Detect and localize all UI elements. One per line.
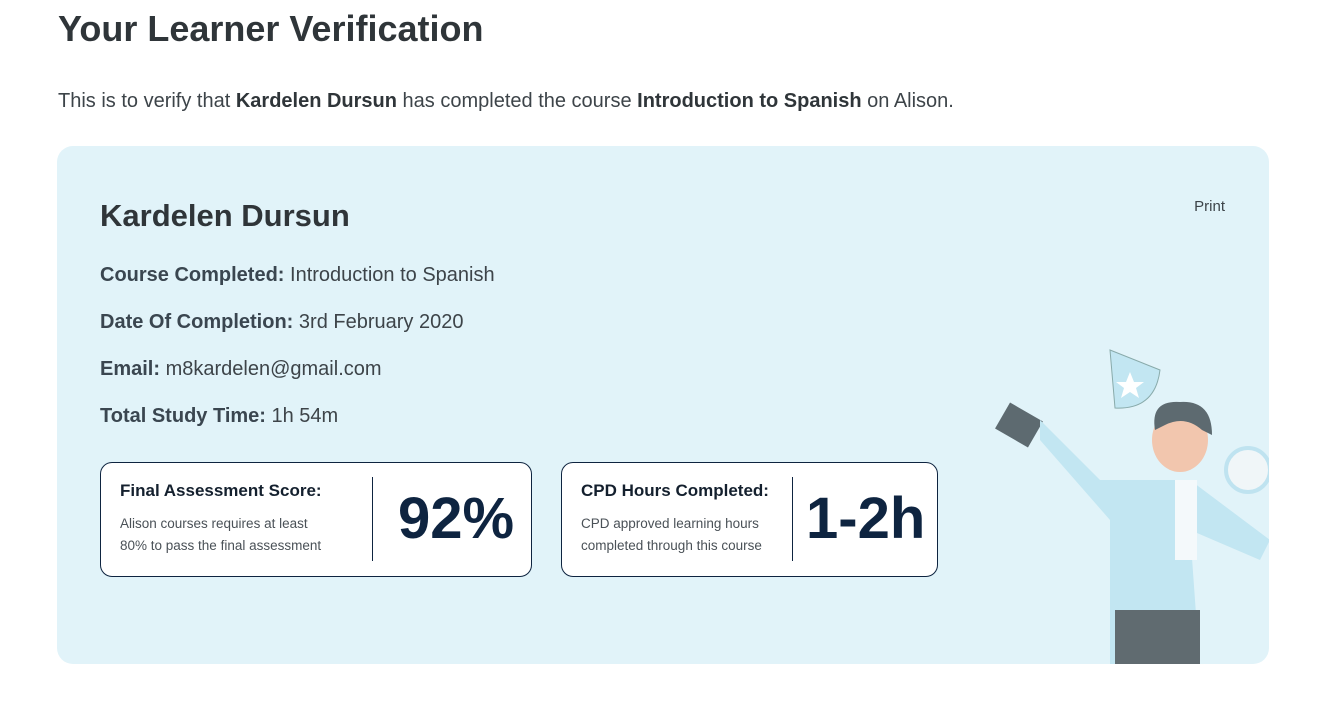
- cpd-value: 1-2h: [806, 486, 926, 551]
- print-button[interactable]: Print: [1194, 198, 1225, 215]
- course-completed-field: Course Completed: Introduction to Spanis…: [100, 264, 495, 286]
- email-field: Email: m8kardelen@gmail.com: [100, 358, 382, 380]
- verification-intro: This is to verify that Kardelen Dursun h…: [58, 90, 954, 112]
- score-title: Final Assessment Score:: [120, 481, 322, 500]
- cpd-description: CPD approved learning hours completed thr…: [581, 516, 762, 553]
- score-value: 92%: [398, 486, 515, 551]
- learner-name: Kardelen Dursun: [100, 198, 350, 233]
- cpd-hours-box: CPD Hours Completed: CPD approved learni…: [561, 462, 938, 577]
- assessment-score-box: Final Assessment Score: Alison courses r…: [100, 462, 532, 577]
- date-of-completion-field: Date Of Completion: 3rd February 2020: [100, 311, 464, 333]
- trophy-illustration: [995, 349, 1269, 664]
- divider: [792, 477, 793, 561]
- study-time-field: Total Study Time: 1h 54m: [100, 405, 339, 427]
- score-description: Alison courses requires at least 80% to p…: [120, 516, 322, 553]
- page-title: Your Learner Verification: [58, 8, 484, 49]
- cpd-title: CPD Hours Completed:: [581, 481, 769, 500]
- divider: [372, 477, 373, 561]
- verification-card: Kardelen Dursun Print Course Completed: …: [57, 146, 1269, 664]
